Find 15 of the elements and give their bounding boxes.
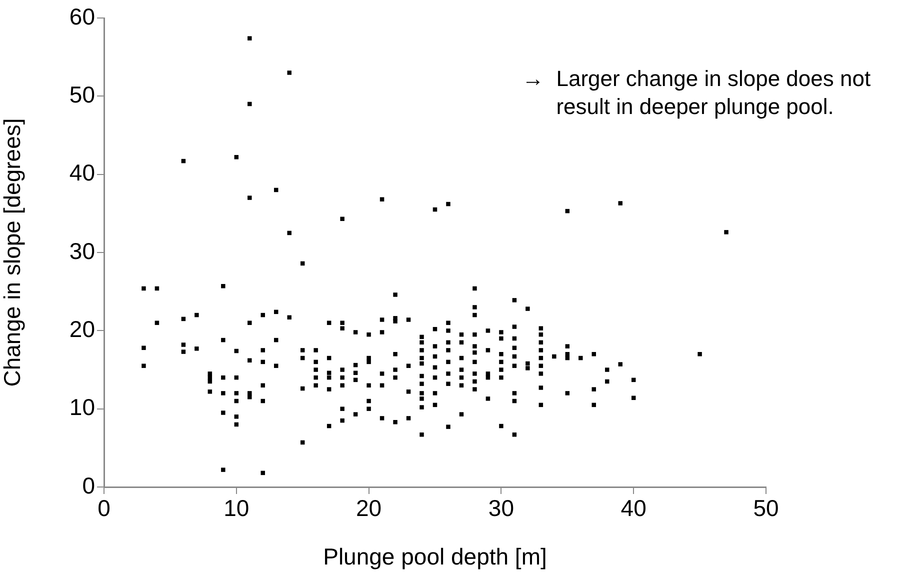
- y-axis-title: Change in slope [degrees]: [0, 118, 26, 387]
- y-tick-label: 50: [69, 82, 95, 108]
- x-axis-title: Plunge pool depth [m]: [323, 544, 547, 570]
- x-tick-label: 20: [356, 495, 382, 522]
- y-tick-label: 30: [69, 238, 95, 264]
- y-tick-label: 40: [69, 160, 95, 186]
- x-tick-label: 30: [488, 495, 514, 522]
- y-tick-label: 60: [69, 3, 95, 30]
- y-tick-label: 10: [69, 394, 95, 420]
- x-tick-label: 50: [753, 495, 779, 522]
- y-tick-label: 20: [69, 316, 95, 342]
- annotation: → Larger change in slope does not result in deeper plunge pool.: [522, 66, 871, 119]
- x-tick-label: 40: [620, 495, 646, 522]
- y-tick-label: 0: [82, 472, 95, 498]
- x-tick-label: 10: [224, 495, 250, 522]
